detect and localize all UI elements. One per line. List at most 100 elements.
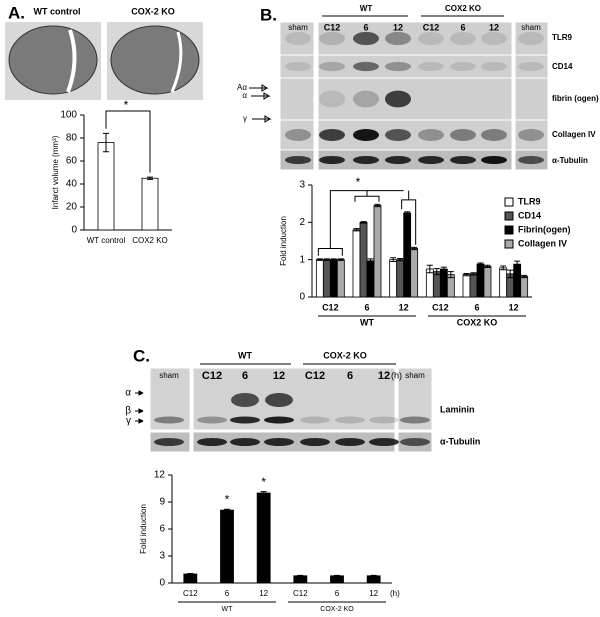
legend-swatch <box>504 211 514 221</box>
blot-band <box>285 61 311 72</box>
lane-label: C12 <box>305 370 325 382</box>
bar <box>359 221 368 298</box>
lane-label: C12 <box>202 370 222 382</box>
brain-label: WT control <box>34 6 81 16</box>
error-bar <box>367 258 374 264</box>
error-bar <box>440 266 447 272</box>
group-label: WT <box>222 606 234 613</box>
blot-label: α-Tubulin <box>552 156 588 165</box>
bar <box>403 212 412 298</box>
blot-band <box>353 31 379 46</box>
blot-band <box>481 129 507 141</box>
bar <box>439 268 448 298</box>
blot-band <box>154 416 184 424</box>
error-bar <box>187 573 194 575</box>
blot-label: Laminin <box>440 404 475 414</box>
error-bar <box>334 574 340 577</box>
blot-band <box>369 438 399 446</box>
x-tick-label: WT control <box>86 236 126 245</box>
bar <box>256 492 271 584</box>
panel-label: C. <box>133 346 150 365</box>
group-label: WT <box>360 317 374 327</box>
blot-band <box>450 156 476 164</box>
blot-band <box>285 31 311 46</box>
legend-label: Fibrin(ogen) <box>518 224 571 234</box>
y-tick-label: 60 <box>66 156 78 167</box>
bar <box>469 273 478 298</box>
bar <box>499 267 508 298</box>
blot-label: Collagen IV <box>552 130 596 139</box>
brain-label: COX-2 KO <box>131 6 175 16</box>
blot-band <box>300 438 330 446</box>
lane-label: C12 <box>324 22 341 32</box>
blot-box <box>192 367 396 431</box>
error-bar <box>353 228 360 232</box>
legend-swatch <box>504 197 514 207</box>
blot-band <box>319 31 345 46</box>
error-bar <box>477 262 484 266</box>
error-bar <box>411 246 418 251</box>
x-tick-label: 6 <box>225 589 230 598</box>
lane-label: 12 <box>378 370 390 382</box>
blot-band <box>418 156 444 164</box>
lane-label: 6 <box>347 370 353 382</box>
chain-label: α <box>125 388 131 399</box>
significance-star: * <box>356 175 361 189</box>
blot-band <box>197 438 227 446</box>
brain <box>110 25 200 95</box>
blot-band <box>353 156 379 164</box>
error-bar <box>147 176 153 180</box>
lane-label: 6 <box>242 370 248 382</box>
brain <box>8 25 98 95</box>
y-tick-label: 6 <box>159 524 165 535</box>
blot-band <box>319 156 345 164</box>
error-bar <box>514 260 521 268</box>
blot-label: fibrin (ogen) <box>552 94 599 103</box>
chain-arrow <box>135 390 144 396</box>
blot-box <box>397 367 433 431</box>
lane-label: 12 <box>273 370 285 382</box>
error-bar <box>404 211 411 215</box>
y-tick-label: 2 <box>299 217 305 228</box>
infarct <box>66 29 77 93</box>
blot-band <box>418 61 444 72</box>
y-tick-label: 9 <box>159 497 165 508</box>
blot-band <box>518 129 544 141</box>
chain-label: γ <box>126 416 131 427</box>
blot-band <box>319 90 345 108</box>
blot-band <box>353 90 379 108</box>
blot-band <box>353 129 379 141</box>
bar <box>432 271 441 298</box>
blot-band <box>518 156 544 164</box>
bar <box>336 259 345 298</box>
bar <box>483 265 492 298</box>
blot-band <box>385 156 411 164</box>
lane-label: C12 <box>423 22 440 32</box>
blot-band <box>264 438 294 446</box>
chain-label: γ <box>243 114 247 123</box>
panel-label: A. <box>8 3 25 22</box>
significance-star: * <box>225 492 230 506</box>
blot-band <box>353 61 379 72</box>
blot-band <box>319 129 345 141</box>
error-bar <box>433 268 440 276</box>
y-tick-label: 0 <box>71 225 77 236</box>
blot-band <box>265 393 293 407</box>
blot-band <box>335 416 365 424</box>
error-bar <box>103 132 109 153</box>
infarct <box>170 31 183 93</box>
bar <box>373 205 382 298</box>
blot-box <box>279 77 315 121</box>
blot-band <box>450 31 476 46</box>
error-bar <box>397 258 404 262</box>
significance-star: * <box>261 475 266 489</box>
bar <box>141 177 159 231</box>
error-bar <box>224 508 230 512</box>
x-tick-label: 12 <box>369 589 378 598</box>
blot-band <box>385 90 411 108</box>
blot-band <box>319 61 345 72</box>
x-tick-label: C12 <box>432 302 449 312</box>
error-bar <box>360 221 367 224</box>
significance-bracket <box>317 190 417 256</box>
